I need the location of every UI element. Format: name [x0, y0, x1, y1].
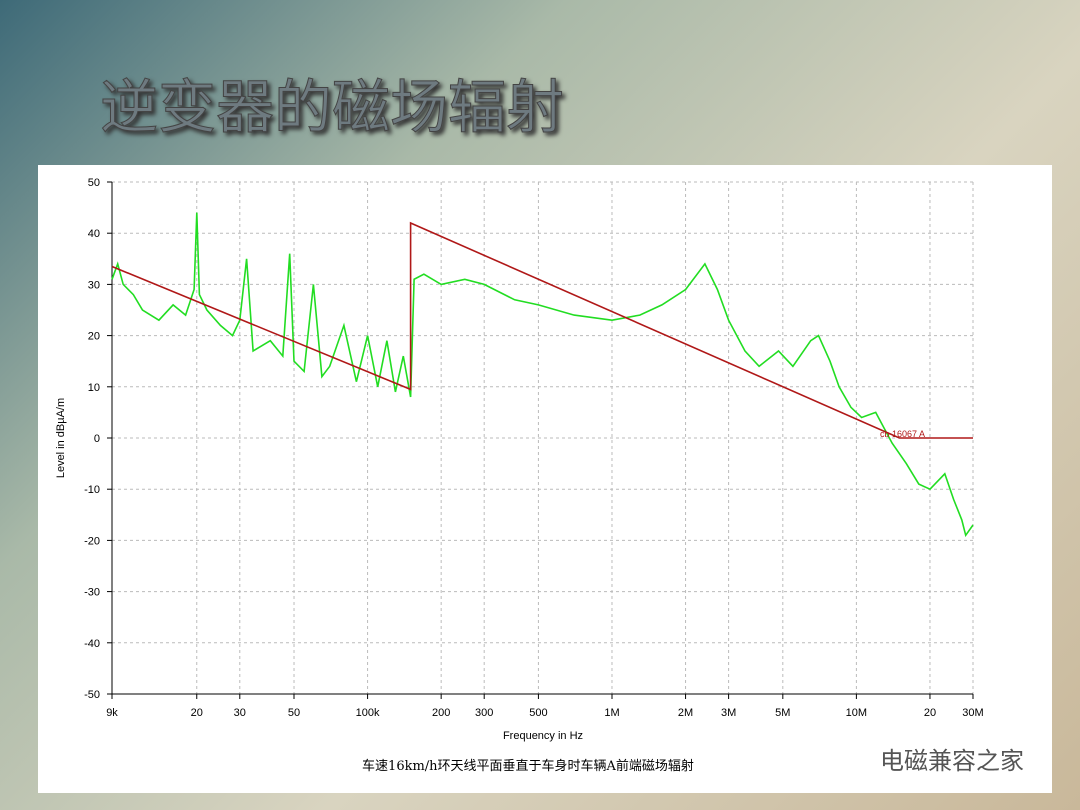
y-tick-label: -20 — [84, 535, 100, 547]
x-tick-label: 200 — [432, 707, 450, 719]
chart-panel — [38, 165, 1052, 793]
x-tick-label: 500 — [529, 707, 547, 719]
y-tick-label: 50 — [88, 177, 100, 189]
annotation: cb 16067 A — [880, 429, 925, 439]
x-tick-label: 300 — [475, 707, 493, 719]
x-tick-label: 5M — [775, 707, 790, 719]
y-tick-label: 0 — [94, 433, 100, 445]
x-axis-label: Frequency in Hz — [503, 730, 583, 742]
x-tick-label: 3M — [721, 707, 736, 719]
x-tick-label: 20 — [191, 707, 203, 719]
y-tick-label: -30 — [84, 587, 100, 599]
y-tick-label: 30 — [88, 279, 100, 291]
watermark: 电磁兼容之家 — [880, 748, 1024, 775]
caption: 车速16km/h环天线平面垂直于车身时车辆A前端磁场辐射 — [362, 758, 694, 774]
y-tick-label: 20 — [88, 331, 100, 343]
x-tick-label: 20 — [924, 707, 936, 719]
x-tick-label: 10M — [846, 707, 867, 719]
x-tick-label: 30M — [962, 707, 983, 719]
series-line — [111, 221, 973, 439]
x-tick-label: 9k — [106, 707, 118, 719]
y-tick-label: 10 — [88, 382, 100, 394]
y-axis-label: Level in dBµA/m — [55, 398, 67, 478]
y-tick-label: -40 — [84, 638, 100, 650]
y-tick-label: -10 — [84, 484, 100, 496]
slide-title: 逆变器的磁场辐射 — [100, 73, 564, 141]
x-tick-label: 1M — [604, 707, 619, 719]
x-tick-label: 100k — [356, 707, 380, 719]
x-tick-label: 30 — [234, 707, 246, 719]
x-tick-label: 2M — [678, 707, 693, 719]
y-tick-label: -50 — [84, 689, 100, 701]
y-tick-label: 40 — [88, 228, 100, 240]
series-line — [111, 212, 974, 538]
x-tick-label: 50 — [288, 707, 300, 719]
